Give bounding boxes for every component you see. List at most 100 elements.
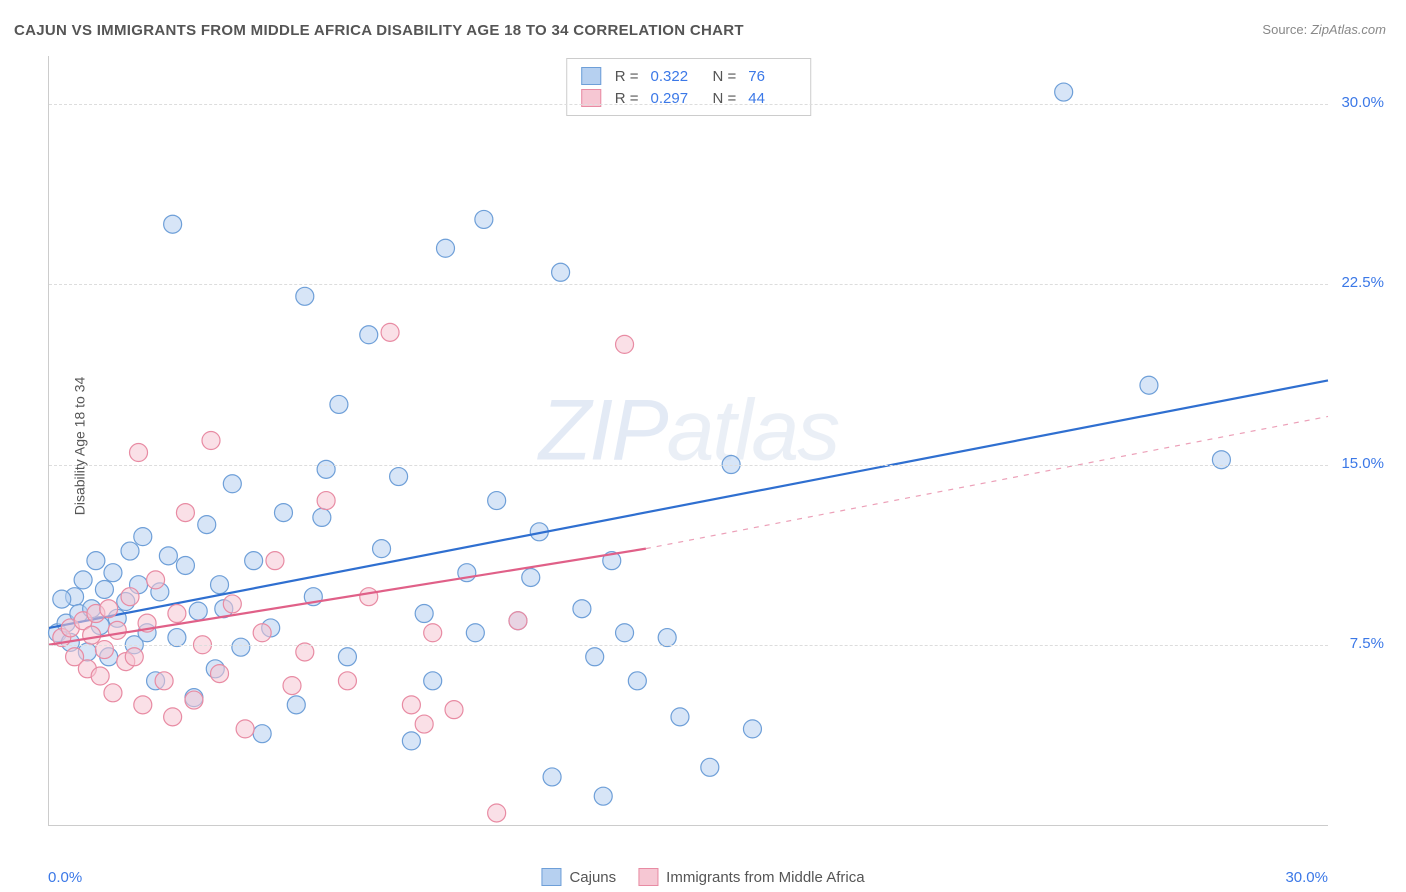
data-point <box>74 571 92 589</box>
data-point <box>488 804 506 822</box>
data-point <box>522 568 540 586</box>
correlation-chart: CAJUN VS IMMIGRANTS FROM MIDDLE AFRICA D… <box>0 0 1406 892</box>
data-point <box>95 641 113 659</box>
data-point <box>176 556 194 574</box>
data-point <box>586 648 604 666</box>
data-point <box>671 708 689 726</box>
data-point <box>701 758 719 776</box>
data-point <box>466 624 484 642</box>
legend-swatch-immigrants <box>638 868 658 886</box>
data-point <box>253 725 271 743</box>
data-point <box>104 684 122 702</box>
data-point <box>360 588 378 606</box>
data-point <box>317 492 335 510</box>
y-tick: 15.0% <box>1341 455 1384 472</box>
data-point <box>223 595 241 613</box>
data-point <box>373 540 391 558</box>
data-point <box>134 528 152 546</box>
data-point <box>211 576 229 594</box>
r-value-cajuns: 0.322 <box>651 68 699 85</box>
data-point <box>245 552 263 570</box>
y-tick: 22.5% <box>1341 274 1384 291</box>
data-point <box>628 672 646 690</box>
data-point <box>390 468 408 486</box>
data-point <box>211 665 229 683</box>
data-point <box>338 648 356 666</box>
n-label: N = <box>713 68 737 85</box>
data-point <box>176 504 194 522</box>
data-point <box>1055 83 1073 101</box>
data-point <box>1140 376 1158 394</box>
data-point <box>223 475 241 493</box>
data-point <box>475 210 493 228</box>
data-point <box>232 638 250 656</box>
data-point <box>274 504 292 522</box>
plot-area: ZIPatlas R = 0.322 N = 76 R = 0.297 N = … <box>48 56 1328 826</box>
data-point <box>616 624 634 642</box>
data-point <box>87 552 105 570</box>
data-point <box>125 648 143 666</box>
trend-line <box>49 380 1328 628</box>
data-point <box>104 564 122 582</box>
data-point <box>743 720 761 738</box>
legend-item-immigrants: Immigrants from Middle Africa <box>638 868 864 886</box>
data-point <box>509 612 527 630</box>
data-point <box>415 605 433 623</box>
data-point <box>147 571 165 589</box>
x-tick-max: 30.0% <box>1285 869 1328 886</box>
stats-legend: R = 0.322 N = 76 R = 0.297 N = 44 <box>566 58 812 116</box>
data-point <box>1212 451 1230 469</box>
data-point <box>330 395 348 413</box>
data-point <box>168 605 186 623</box>
data-point <box>317 460 335 478</box>
data-point <box>164 215 182 233</box>
y-tick: 7.5% <box>1350 635 1384 652</box>
data-point <box>130 444 148 462</box>
data-point <box>108 621 126 639</box>
legend-label-immigrants: Immigrants from Middle Africa <box>666 869 864 886</box>
data-point <box>616 335 634 353</box>
data-point <box>360 326 378 344</box>
swatch-cajuns <box>581 67 601 85</box>
data-point <box>415 715 433 733</box>
data-point <box>573 600 591 618</box>
data-point <box>121 588 139 606</box>
data-point <box>189 602 207 620</box>
data-point <box>381 323 399 341</box>
data-point <box>488 492 506 510</box>
x-tick-min: 0.0% <box>48 869 82 886</box>
data-point <box>266 552 284 570</box>
data-point <box>164 708 182 726</box>
data-point <box>198 516 216 534</box>
chart-title: CAJUN VS IMMIGRANTS FROM MIDDLE AFRICA D… <box>14 22 744 39</box>
data-point <box>185 691 203 709</box>
data-point <box>100 600 118 618</box>
data-point <box>552 263 570 281</box>
data-point <box>436 239 454 257</box>
data-point <box>202 432 220 450</box>
stats-row-cajuns: R = 0.322 N = 76 <box>581 65 797 87</box>
legend-label-cajuns: Cajuns <box>569 869 616 886</box>
data-point <box>543 768 561 786</box>
n-value-cajuns: 76 <box>748 68 796 85</box>
series-legend: Cajuns Immigrants from Middle Africa <box>541 868 864 886</box>
data-point <box>91 667 109 685</box>
data-point <box>155 672 173 690</box>
data-point <box>159 547 177 565</box>
data-point <box>313 508 331 526</box>
y-tick: 30.0% <box>1341 94 1384 111</box>
data-point <box>402 696 420 714</box>
source-label: Source: <box>1262 22 1307 37</box>
data-point <box>338 672 356 690</box>
plot-svg <box>49 56 1328 825</box>
data-point <box>283 677 301 695</box>
data-point <box>134 696 152 714</box>
data-point <box>287 696 305 714</box>
data-point <box>424 624 442 642</box>
source-attribution: Source: ZipAtlas.com <box>1262 22 1386 37</box>
data-point <box>594 787 612 805</box>
data-point <box>296 287 314 305</box>
data-point <box>53 590 71 608</box>
data-point <box>445 701 463 719</box>
source-value: ZipAtlas.com <box>1311 22 1386 37</box>
